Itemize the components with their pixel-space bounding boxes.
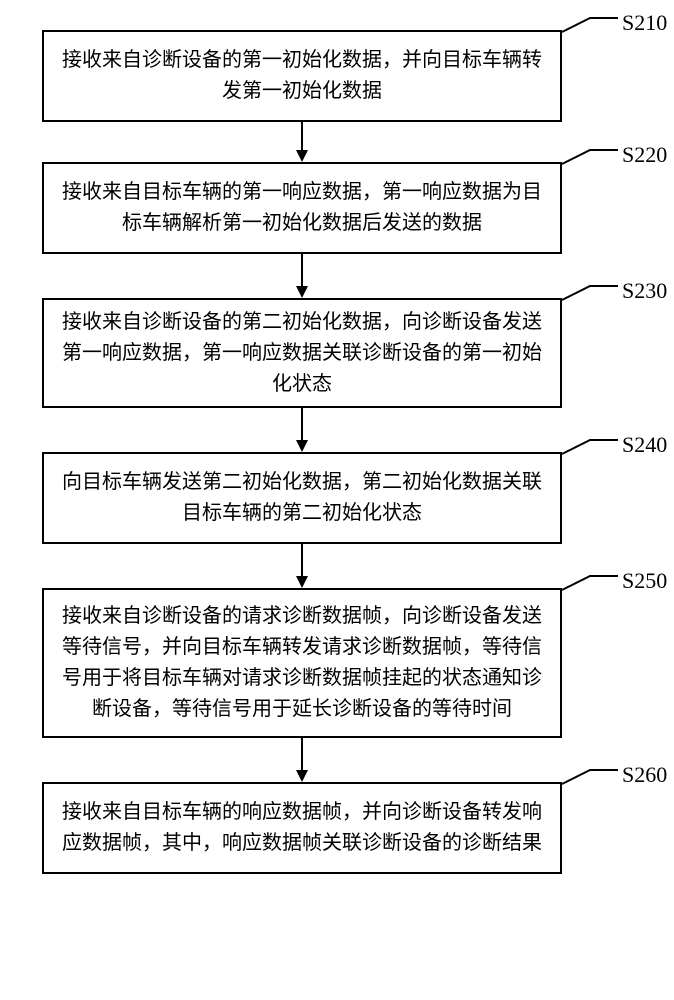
arrow-down — [292, 738, 312, 782]
step-label-s230: S230 — [622, 278, 667, 304]
step-label-s210: S210 — [622, 10, 667, 36]
arrow-down — [292, 408, 312, 452]
step-label-s240: S240 — [622, 432, 667, 458]
step-label-s220: S220 — [622, 142, 667, 168]
flow-step-s250: 接收来自诊断设备的请求诊断数据帧，向诊断设备发送等待信号，并向目标车辆转发请求诊… — [42, 588, 562, 738]
arrow-down — [292, 544, 312, 588]
arrow-down — [292, 122, 312, 162]
leader-line — [562, 16, 622, 34]
arrow-down — [292, 254, 312, 298]
flowchart-canvas: 接收来自诊断设备的第一初始化数据，并向目标车辆转发第一初始化数据 S210 接收来自… — [0, 0, 674, 1000]
flow-step-s260: 接收来自目标车辆的响应数据帧，并向诊断设备转发响应数据帧，其中，响应数据帧关联诊… — [42, 782, 562, 874]
leader-line — [562, 148, 622, 166]
leader-line — [562, 574, 622, 592]
leader-line — [562, 438, 622, 456]
leader-line — [562, 768, 622, 786]
flow-step-s220: 接收来自目标车辆的第一响应数据，第一响应数据为目标车辆解析第一初始化数据后发送的… — [42, 162, 562, 254]
step-label-s260: S260 — [622, 762, 667, 788]
flow-step-s210: 接收来自诊断设备的第一初始化数据，并向目标车辆转发第一初始化数据 — [42, 30, 562, 122]
flow-step-s240: 向目标车辆发送第二初始化数据，第二初始化数据关联目标车辆的第二初始化状态 — [42, 452, 562, 544]
flow-step-s230: 接收来自诊断设备的第二初始化数据，向诊断设备发送第一响应数据，第一响应数据关联诊… — [42, 298, 562, 408]
step-label-s250: S250 — [622, 568, 667, 594]
leader-line — [562, 284, 622, 302]
